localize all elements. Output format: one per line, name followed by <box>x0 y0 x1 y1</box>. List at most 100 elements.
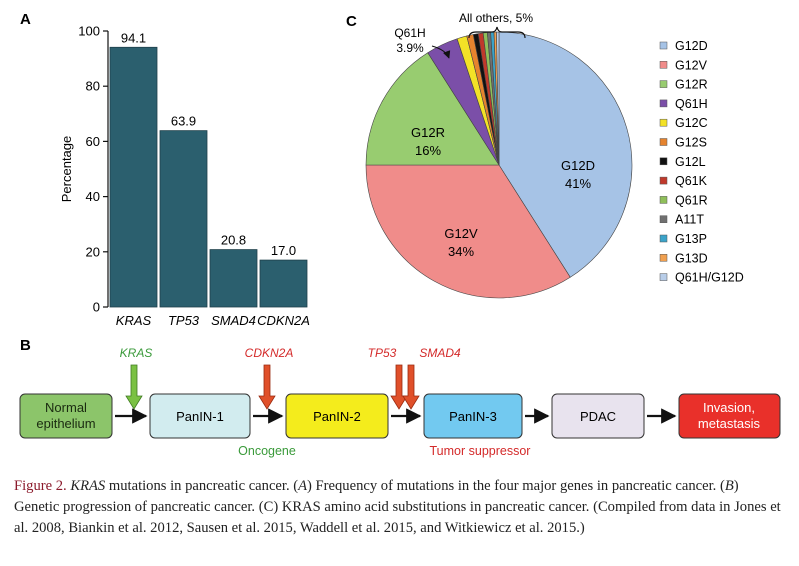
caption-b-letter: B <box>724 478 734 494</box>
stage-panin-3 <box>423 393 523 439</box>
x-category-label: CDKN2A <box>257 313 310 328</box>
y-tick-label: 80 <box>86 79 100 94</box>
y-axis-label: Percentage <box>59 136 74 203</box>
legend-swatch <box>659 99 668 108</box>
legend-label: G12C <box>675 116 708 130</box>
legend-swatch <box>659 80 668 88</box>
legend-swatch <box>659 215 668 223</box>
slice-label-g12r-name: G12R <box>411 125 445 140</box>
gene-cdkn2a-label: CDKN2A <box>245 346 294 360</box>
panel-c-label: C <box>346 13 357 30</box>
slice-label-g12d-pct: 41% <box>565 176 591 191</box>
gene-tp53-label: TP53 <box>368 346 397 360</box>
stage-panin-3-label: PanIN-3 <box>449 409 497 424</box>
panel-a-label: A <box>20 11 31 28</box>
figure-caption: Figure 2. KRAS mutations in pancreatic c… <box>14 476 786 539</box>
y-tick-label: 60 <box>86 134 100 149</box>
smad4-down-arrow <box>402 364 420 410</box>
stage-panin-2-label: PanIN-2 <box>313 409 361 424</box>
stage-pdac-label: PDAC <box>580 409 616 424</box>
legend-label: G12R <box>675 78 708 92</box>
y-tick-label: 20 <box>86 244 100 259</box>
legend-swatch <box>659 61 668 69</box>
q61h-callout-pct: 3.9% <box>396 41 424 55</box>
pie-slice <box>496 31 500 166</box>
bar <box>109 46 158 308</box>
caption-gene: KRAS <box>70 478 106 494</box>
legend-swatch <box>659 273 668 281</box>
bar-chart: Percentage 0 20 40 60 80 100 94.1 KRAS 63.9 TP53 2… <box>59 24 310 329</box>
bar-value-label: 17.0 <box>271 243 296 258</box>
legend-label: A11T <box>675 213 704 227</box>
legend-label: G13P <box>675 232 707 246</box>
stage-panin-1-label: PanIN-1 <box>176 409 224 424</box>
legend-swatch <box>659 157 668 166</box>
bar <box>209 249 258 308</box>
pie-slice <box>498 31 633 278</box>
pie-slice <box>365 52 500 166</box>
kras-down-arrow <box>125 364 143 410</box>
y-tick-label: 0 <box>93 300 100 315</box>
pie-slice <box>365 164 571 299</box>
slice-label-g12r-pct: 16% <box>415 143 441 158</box>
y-tick-label: 100 <box>78 24 100 39</box>
slice-label-g12v-pct: 34% <box>448 244 474 259</box>
gene-kras-label: KRAS <box>120 346 153 360</box>
bar-value-label: 63.9 <box>171 114 196 129</box>
legend-label: G12S <box>675 136 707 150</box>
caption-a-text: ) Frequency of mutations in the four maj… <box>307 478 725 494</box>
legend-label: G12D <box>675 39 708 53</box>
stage-normal-epithelium <box>19 393 113 439</box>
caption-title-rest: mutations in pancreatic cancer. ( <box>105 478 299 494</box>
pie-chart <box>365 31 633 299</box>
stage-pdac <box>551 393 645 439</box>
legend-label: G12V <box>675 58 708 72</box>
slice-label-g12v-name: G12V <box>444 226 478 241</box>
legend-swatch <box>659 254 668 262</box>
panel-b-label: B <box>20 337 31 354</box>
tumor-suppressor-legend: Tumor suppressor <box>430 444 531 458</box>
legend-swatch <box>659 234 668 243</box>
legend-swatch <box>659 196 668 204</box>
legend-label: Q61H <box>675 97 708 111</box>
q61h-callout-arrow <box>431 45 451 59</box>
caption-figure-label: Figure 2. <box>14 478 67 494</box>
bar-value-label: 94.1 <box>121 30 146 45</box>
q61h-callout-name: Q61H <box>394 26 425 40</box>
gene-smad4-label: SMAD4 <box>419 346 461 360</box>
bar-value-label: 20.8 <box>221 233 246 248</box>
others-bracket <box>468 26 526 39</box>
legend-swatch <box>659 118 668 127</box>
legend-swatch <box>659 176 668 185</box>
legend-label: Q61K <box>675 174 708 188</box>
others-callout: All others, 5% <box>459 11 533 25</box>
stage-invasion-metastasis <box>678 393 781 439</box>
bar <box>159 130 208 308</box>
x-category-label: TP53 <box>168 313 200 328</box>
legend-swatch <box>659 138 668 146</box>
stage-normal-line1: Normal <box>45 400 87 415</box>
figure-graphics: A Percentage 0 20 40 60 80 100 94.1 KRAS 63.9 TP5… <box>19 11 781 458</box>
stage-panin-1 <box>149 393 251 439</box>
legend-label: G12L <box>675 155 706 169</box>
stage-normal-line2: epithelium <box>36 416 95 431</box>
tp53-down-arrow <box>390 364 408 410</box>
legend-label: Q61H/G12D <box>675 271 744 285</box>
legend-label: G13D <box>675 251 708 265</box>
stage-invasion-line1: Invasion, <box>703 400 755 415</box>
x-category-label: KRAS <box>116 313 152 328</box>
legend-swatch <box>659 41 668 50</box>
pie-legend: G12D G12V G12R Q61H G12C G12S G12L Q61K Q61R A11T… <box>659 39 744 285</box>
y-tick-label: 40 <box>86 189 100 204</box>
oncogene-legend: Oncogene <box>238 444 296 458</box>
slice-label-g12d-name: G12D <box>561 158 595 173</box>
caption-b-text: ) Genetic progression of pancreatic canc… <box>14 478 781 536</box>
x-category-label: SMAD4 <box>211 313 256 328</box>
legend-label: Q61R <box>675 193 708 207</box>
bar <box>259 259 308 308</box>
stage-invasion-line2: metastasis <box>698 416 761 431</box>
caption-a-letter: A <box>298 478 308 494</box>
stage-panin-2 <box>285 393 389 439</box>
cdkn2a-down-arrow <box>258 364 276 410</box>
